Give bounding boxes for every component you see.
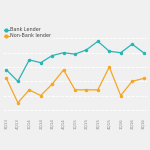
Non-Bank lender: [143, 78, 144, 79]
Non-Bank lender: [17, 102, 19, 104]
Non-Bank lender: [51, 83, 53, 85]
Bank Lender: [51, 55, 53, 56]
Bank Lender: [17, 80, 19, 82]
Non-Bank lender: [97, 89, 99, 91]
Bank Lender: [120, 52, 122, 54]
Non-Bank lender: [6, 78, 7, 79]
Non-Bank lender: [40, 95, 42, 96]
Non-Bank lender: [74, 89, 76, 91]
Line: Bank Lender: Bank Lender: [5, 40, 145, 82]
Bank Lender: [74, 53, 76, 55]
Bank Lender: [28, 59, 30, 61]
Bank Lender: [6, 69, 7, 71]
Bank Lender: [131, 43, 133, 45]
Non-Bank lender: [85, 89, 87, 91]
Non-Bank lender: [108, 66, 110, 68]
Non-Bank lender: [131, 80, 133, 82]
Non-Bank lender: [120, 95, 122, 96]
Bank Lender: [97, 40, 99, 42]
Legend: Bank Lender, Non-Bank lender: Bank Lender, Non-Bank lender: [3, 26, 53, 40]
Line: Non-Bank lender: Non-Bank lender: [5, 66, 145, 104]
Bank Lender: [143, 52, 144, 54]
Non-Bank lender: [63, 69, 64, 71]
Bank Lender: [40, 62, 42, 64]
Bank Lender: [63, 52, 64, 54]
Bank Lender: [108, 50, 110, 52]
Non-Bank lender: [28, 89, 30, 91]
Bank Lender: [85, 49, 87, 51]
